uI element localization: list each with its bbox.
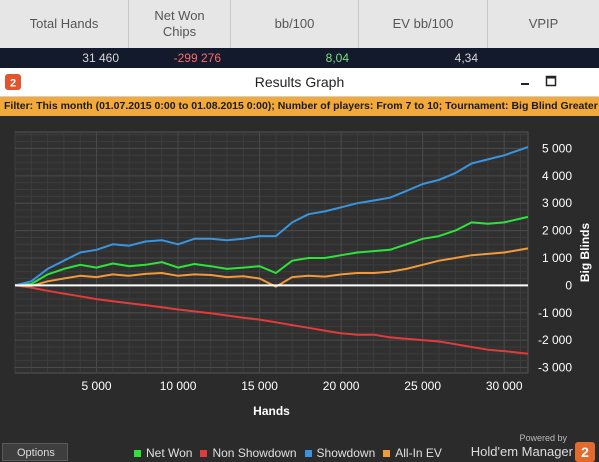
filter-text: This month (01.07.2015 0:00 to 01.08.201… [36, 100, 598, 112]
powered-by-text: Powered by [519, 433, 567, 443]
window-titlebar[interactable]: 2 Results Graph [0, 68, 599, 97]
vpip-value [488, 48, 599, 68]
x-tick-label: 30 000 [486, 379, 523, 393]
y-tick-label: 3 000 [542, 196, 572, 210]
svg-text:2: 2 [10, 78, 16, 90]
legend-swatch [304, 449, 312, 457]
legend-label: Net Won [146, 446, 193, 460]
y-tick-label: 2 000 [542, 224, 572, 238]
x-tick-label: 20 000 [323, 379, 360, 393]
series-line-all-in-ev [14, 247, 529, 288]
column-header-net-won-chips[interactable]: Net Won Chips [129, 0, 231, 48]
column-header-ev-bb100[interactable]: EV bb/100 [359, 0, 488, 48]
column-header-vpip[interactable]: VPIP [528, 16, 559, 31]
y-tick-label: 1 000 [542, 251, 572, 265]
y-tick-label: 5 000 [542, 141, 572, 155]
legend-swatch [134, 449, 141, 457]
plot-area [14, 131, 529, 374]
legend-label: Non Showdown [212, 446, 297, 460]
series-line-non-showdown [14, 284, 529, 355]
stats-header: Total Hands Net Won Chips bb/100 EV bb/1… [0, 0, 599, 48]
filter-bar[interactable]: Filter: This month (01.07.2015 0:00 to 0… [0, 97, 599, 116]
results-chart[interactable]: 5 000 10 000 15 000 20 000 25 000 30 000 5 000… [0, 116, 599, 431]
minimize-icon [521, 83, 529, 85]
ev-bb100-value: 4,34 [454, 51, 478, 65]
x-tick-label: 15 000 [241, 379, 278, 393]
y-tick-label: -2 000 [538, 333, 572, 347]
x-axis-title: Hands [253, 404, 290, 418]
y-tick-label: 4 000 [542, 169, 572, 183]
legend-item: All-In EV [383, 446, 442, 460]
column-header-total-hands[interactable]: Total Hands [0, 0, 129, 48]
series-line-showdown [14, 146, 529, 287]
legend-item: Showdown [304, 446, 376, 460]
brand-name: Hold'em Manager [470, 444, 573, 459]
maximize-button[interactable] [542, 72, 560, 90]
y-tick-label: -3 000 [538, 361, 572, 375]
legend-item: Net Won [134, 446, 192, 460]
minimize-button[interactable] [516, 72, 534, 90]
holdem-manager-logo-icon: 2 [5, 74, 21, 90]
options-button[interactable]: Options [2, 443, 68, 461]
bb100-value: 8,04 [325, 51, 349, 65]
x-tick-label: 25 000 [404, 379, 441, 393]
brand-logo: 2 [575, 442, 595, 462]
legend-item: Non Showdown [200, 446, 297, 460]
legend-label: Showdown [316, 446, 376, 460]
net-won-chips-value: -299 276 [173, 51, 221, 65]
y-tick-label: 0 [565, 278, 572, 292]
x-tick-label: 5 000 [82, 379, 112, 393]
options-label: Options [17, 447, 55, 459]
legend-label: All-In EV [395, 446, 442, 460]
results-graph-window: 2 Results Graph Filter: This month (01.0… [0, 68, 599, 462]
stats-values-row: 31 460 -299 276 8,04 4,34 [0, 48, 599, 68]
y-tick-label: -1 000 [538, 306, 572, 320]
filter-label: Filter: [4, 100, 34, 112]
maximize-icon [545, 75, 557, 87]
window-title: Results Graph [254, 74, 345, 90]
y-axis-title: Big Blinds [578, 223, 592, 283]
series-line-net-won [14, 215, 529, 287]
chart-legend: Net Won Non Showdown Showdown All-In EV [134, 446, 450, 460]
legend-swatch [383, 449, 391, 457]
graph-footer: Options Net Won Non Showdown Showdown All-I… [0, 431, 599, 462]
net-won-chips-label: Net Won Chips [154, 8, 205, 39]
legend-swatch [200, 449, 208, 457]
x-tick-label: 10 000 [160, 379, 197, 393]
column-header-bb100[interactable]: bb/100 [231, 0, 359, 48]
total-hands-value: 31 460 [82, 51, 119, 65]
